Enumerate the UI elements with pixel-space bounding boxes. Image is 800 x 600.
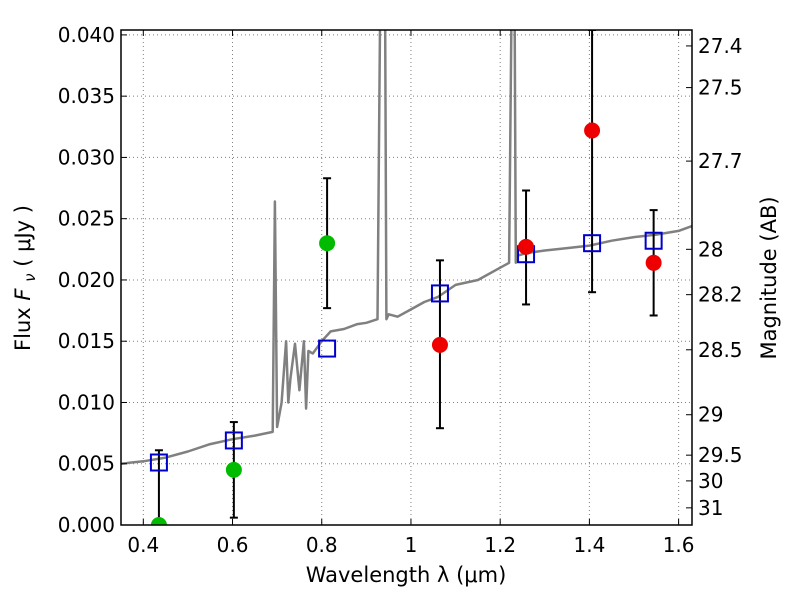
model-photometry-square xyxy=(430,284,449,303)
green-data-point xyxy=(225,461,242,478)
y2-tick-label: 29.5 xyxy=(698,443,743,467)
red-data-point xyxy=(645,254,662,271)
model-photometry-square xyxy=(318,339,337,358)
y-axis-label: Flux F ν ( μJy ) xyxy=(11,205,40,351)
model-photometry-square xyxy=(644,231,663,250)
red-data-point xyxy=(431,336,448,353)
y-tick-label: 0.025 xyxy=(58,207,115,231)
red-data-point xyxy=(584,122,601,139)
model-spectrum-line xyxy=(121,30,692,465)
y-tick-label: 0.020 xyxy=(58,268,115,292)
model-photometry-square xyxy=(583,234,602,253)
y-axis-label-subscript: ν xyxy=(21,273,39,281)
x-tick-label: 1 xyxy=(405,533,418,557)
y2-tick-label: 28 xyxy=(698,237,723,261)
plot-frame xyxy=(120,29,693,526)
y2-tick-label: 28.2 xyxy=(698,283,743,307)
plot-area xyxy=(121,30,692,525)
y2-tick-label: 28.5 xyxy=(698,338,743,362)
y2-tick-label: 27.4 xyxy=(698,34,743,58)
y-axis-label-prefix: Flux xyxy=(11,301,35,351)
y-tick-label: 0.010 xyxy=(58,390,115,414)
y-tick-label: 0.000 xyxy=(58,513,115,537)
y-tick-label: 0.035 xyxy=(58,84,115,108)
green-data-point xyxy=(150,517,167,525)
y2-axis-label: Magnitude (AB) xyxy=(757,196,781,359)
y2-tick-label: 27.5 xyxy=(698,76,743,100)
green-data-point xyxy=(319,235,336,252)
x-tick-label: 1.4 xyxy=(573,533,605,557)
x-tick-label: 1.2 xyxy=(484,533,516,557)
y2-tick-label: 29 xyxy=(698,403,723,427)
y-tick-label: 0.040 xyxy=(58,23,115,47)
y-tick-label: 0.030 xyxy=(58,145,115,169)
red-data-point xyxy=(518,238,535,255)
x-axis-label: Wavelength λ (μm) xyxy=(306,563,507,587)
axes: 0.4 0.6 0.8 1 1.2 1.4 1.6 0.000 0.005 0.010 0.015 0… xyxy=(58,23,743,557)
y-tick-label: 0.015 xyxy=(58,329,115,353)
x-tick-label: 1.6 xyxy=(663,533,695,557)
y2-tick-label: 27.7 xyxy=(698,149,743,173)
x-tick-label: 0.6 xyxy=(217,533,249,557)
model-photometry-square xyxy=(224,431,243,450)
y-axis-label-suffix: ( μJy ) xyxy=(11,205,35,267)
y-axis-label-symbol: F xyxy=(11,288,35,301)
y2-tick-label: 30 xyxy=(698,469,723,493)
grid-lines xyxy=(121,30,692,526)
model-photometry-square xyxy=(149,453,168,472)
x-tick-label: 0.4 xyxy=(127,533,159,557)
x-tick-label: 0.8 xyxy=(306,533,338,557)
y2-tick-label: 31 xyxy=(698,496,723,520)
y-tick-label: 0.005 xyxy=(58,452,115,476)
